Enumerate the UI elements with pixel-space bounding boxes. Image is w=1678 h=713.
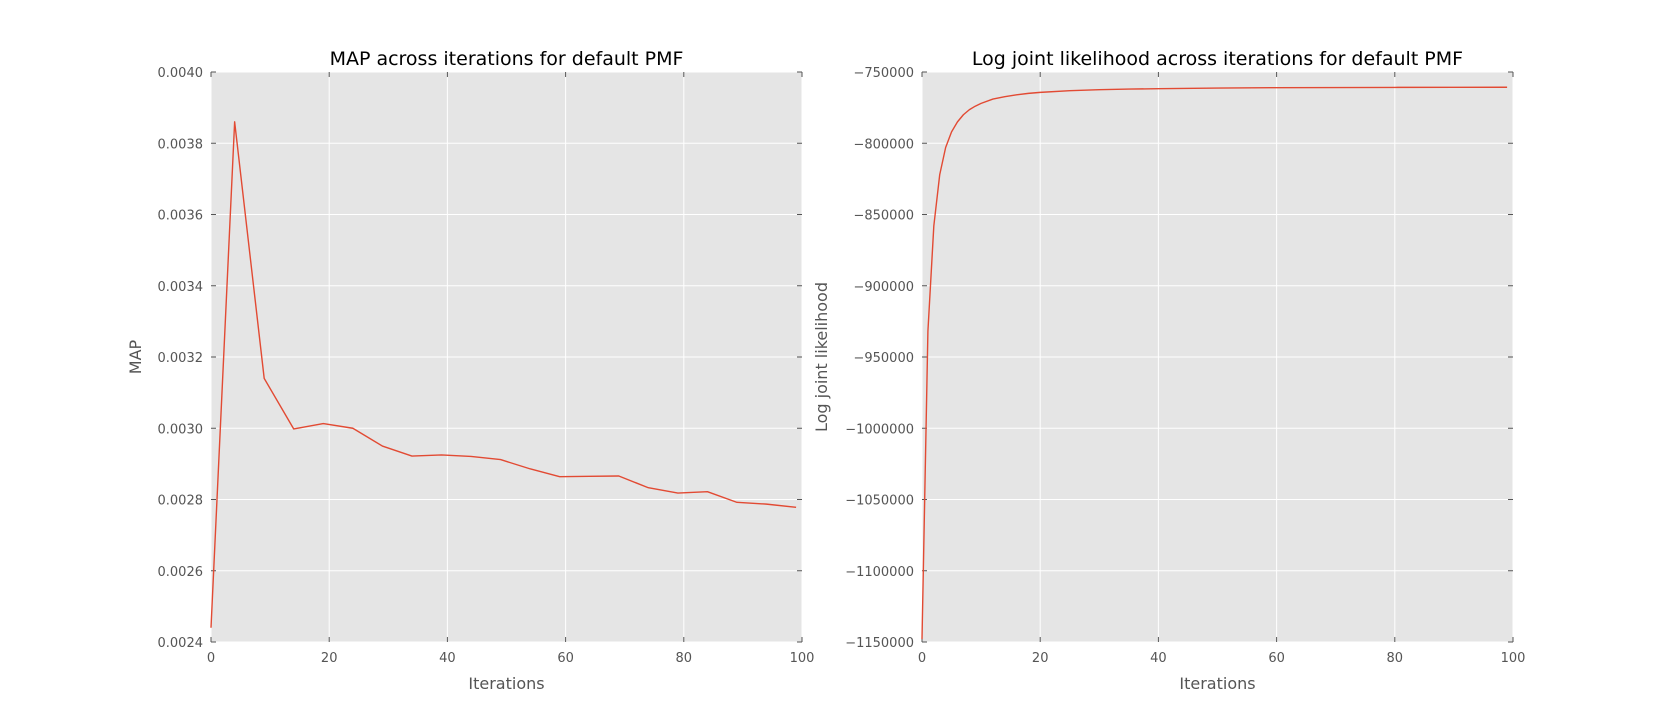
x-tick-label: 100: [1501, 651, 1526, 666]
y-tick-label: −750000: [853, 66, 914, 81]
series-line: [210, 121, 797, 628]
y-tick-label: 0.0038: [158, 137, 204, 152]
y-tick-label: 0.0040: [158, 66, 204, 81]
y-tick-label: 0.0024: [158, 636, 204, 651]
x-tick-label: 60: [1268, 651, 1285, 666]
chart-title: MAP across iterations for default PMF: [330, 48, 684, 70]
map-chart: 0 20 40 60 80 100 0.0024 0.0026 0.0028 0.0030 0.00…: [126, 48, 814, 693]
chart-title: Log joint likelihood across iterations f…: [972, 48, 1463, 70]
x-axis-label: Iterations: [1179, 674, 1255, 693]
y-tick-label: 0.0026: [158, 565, 204, 580]
x-tick-label: 0: [918, 651, 926, 666]
x-tick-label: 80: [1387, 651, 1404, 666]
y-tick-label: −1050000: [845, 494, 914, 509]
y-tick-label: 0.0032: [158, 351, 204, 366]
y-tick-label: −1150000: [845, 636, 914, 651]
y-tick-label: 0.0034: [158, 280, 204, 295]
x-tick-label: 40: [439, 651, 456, 666]
series-line: [921, 86, 1508, 640]
y-tick-label: 0.0030: [158, 422, 204, 437]
y-tick-label: −1100000: [845, 565, 914, 580]
x-tick-label: 0: [207, 651, 215, 666]
x-tick-label: 20: [1032, 651, 1049, 666]
y-tick-label: −950000: [853, 351, 914, 366]
log-likelihood-chart: 0 20 40 60 80 100 −1150000 −1100000 −1050000 −100…: [812, 48, 1525, 693]
x-tick-label: 80: [676, 651, 693, 666]
x-tick-label: 60: [557, 651, 574, 666]
y-tick-label: −1000000: [845, 422, 914, 437]
y-tick-label: −900000: [853, 280, 914, 295]
y-axis-label: MAP: [126, 339, 145, 374]
x-axis-label: Iterations: [468, 674, 544, 693]
x-tick-label: 20: [321, 651, 338, 666]
x-tick-label: 40: [1150, 651, 1167, 666]
y-tick-label: −800000: [853, 137, 914, 152]
y-axis-label: Log joint likelihood: [812, 282, 831, 432]
y-tick-label: 0.0036: [158, 209, 204, 224]
y-tick-label: 0.0028: [158, 494, 204, 509]
x-tick-label: 100: [790, 651, 815, 666]
y-tick-label: −850000: [853, 209, 914, 224]
